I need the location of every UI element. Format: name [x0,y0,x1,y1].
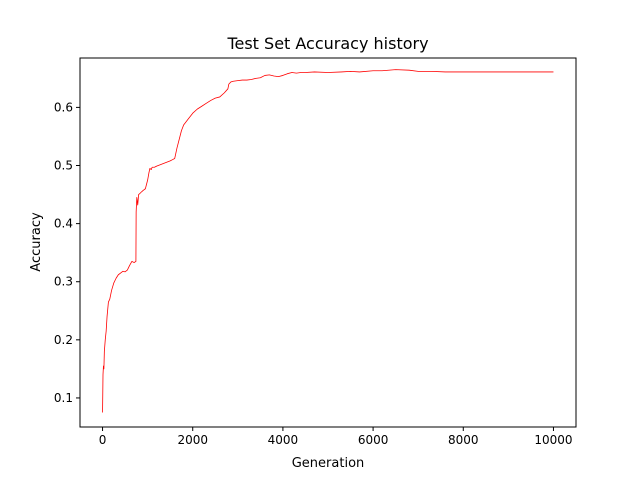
x-tick-label: 0 [99,433,107,447]
x-tick-label: 2000 [177,433,208,447]
y-tick-label: 0.1 [54,391,73,405]
x-tick-label: 6000 [358,433,389,447]
series-line-0 [102,69,554,413]
y-tick-label: 0.5 [54,159,73,173]
chart-title: Test Set Accuracy history [226,34,428,53]
x-tick-label: 10000 [534,433,572,447]
x-tick-label: 4000 [268,433,299,447]
y-tick-label: 0.2 [54,333,73,347]
x-tick-label: 8000 [448,433,479,447]
axes-frame [79,57,577,428]
y-tick-label: 0.4 [54,217,73,231]
y-tick-label: 0.6 [54,100,73,114]
y-axis-label: Accuracy [29,212,44,272]
plot-area: 0 2000 4000 6000 8000 10000 0.1 0.2 0.3 0.4 0.5 0.6 [54,57,577,447]
y-tick-label: 0.3 [54,275,73,289]
x-axis-label: Generation [292,456,365,471]
